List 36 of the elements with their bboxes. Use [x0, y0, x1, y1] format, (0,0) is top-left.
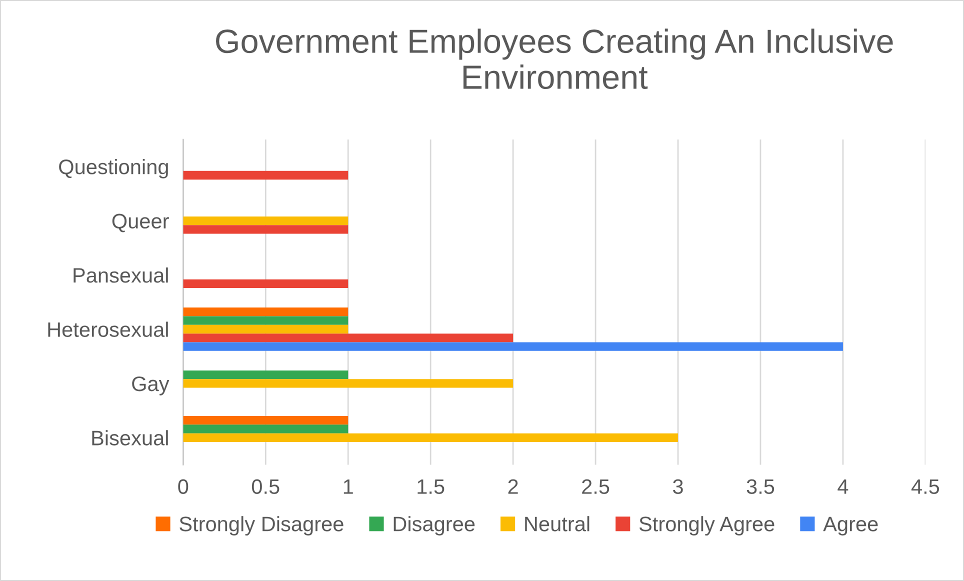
x-tick-label: 2	[508, 479, 518, 494]
bar	[183, 416, 348, 425]
bar	[183, 170, 348, 180]
bar	[183, 324, 348, 334]
x-tick-label: 4.5	[911, 479, 940, 494]
bar	[183, 279, 348, 288]
bar	[183, 424, 348, 434]
x-tick-label: 3	[673, 479, 683, 494]
legend-label: Disagree	[394, 516, 475, 536]
legend-label: Strongly Agree	[639, 516, 774, 536]
y-tick-label: Queer	[112, 214, 169, 232]
chart-title: Government Employees Creating An Inclusive Environment	[216, 28, 893, 90]
bar	[183, 433, 678, 442]
bar	[183, 316, 348, 325]
bar	[183, 225, 348, 234]
x-tick-label: 0.5	[252, 479, 280, 494]
bar	[183, 334, 514, 342]
legend-label: Agree	[823, 516, 878, 536]
bar	[183, 370, 348, 380]
y-tick-label: Heterosexual	[48, 322, 168, 337]
x-tick-label: 0	[178, 479, 188, 494]
x-tick-label: 3.5	[746, 479, 774, 494]
x-tick-label: 2.5	[582, 479, 610, 494]
bar	[183, 308, 348, 316]
y-tick-label: Questioning	[59, 159, 168, 178]
bar	[183, 379, 514, 388]
x-tick-label: 1.5	[418, 479, 444, 494]
x-tick-label: 4	[838, 479, 848, 494]
legend-label: Neutral	[525, 516, 590, 532]
bar	[183, 342, 843, 351]
bar	[183, 216, 348, 226]
y-tick-label: Gay	[132, 376, 170, 396]
legend-label: Strongly Disagree	[180, 516, 344, 536]
x-tick-label: 1	[344, 479, 353, 494]
y-tick-label: Pansexual	[74, 267, 168, 283]
y-tick-label: Bisexual	[92, 430, 168, 446]
